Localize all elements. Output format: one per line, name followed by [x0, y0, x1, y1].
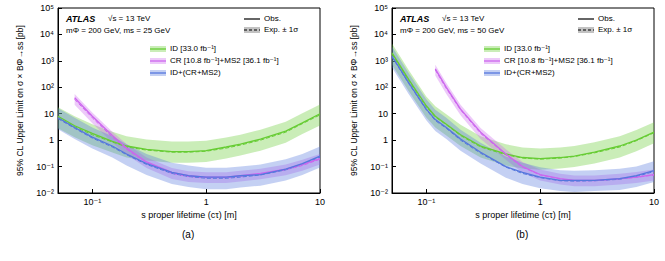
- svg-text:ID+(CR+MS2): ID+(CR+MS2): [504, 68, 555, 77]
- svg-text:10: 10: [378, 109, 388, 119]
- svg-text:10⁻¹: 10⁻¹: [417, 197, 435, 207]
- svg-text:ID [33.0 fb⁻¹]: ID [33.0 fb⁻¹]: [170, 44, 216, 53]
- svg-text:√s = 13 TeV: √s = 13 TeV: [108, 14, 151, 23]
- svg-text:10⁴: 10⁴: [374, 29, 388, 39]
- svg-text:ATLAS: ATLAS: [399, 14, 429, 24]
- svg-text:10: 10: [649, 197, 659, 207]
- svg-text:10⁵: 10⁵: [374, 3, 388, 13]
- svg-text:ID+(CR+MS2): ID+(CR+MS2): [170, 68, 221, 77]
- svg-text:√s = 13 TeV: √s = 13 TeV: [442, 14, 485, 23]
- svg-text:1: 1: [538, 197, 543, 207]
- svg-text:10⁻²: 10⁻²: [36, 188, 54, 198]
- svg-text:10⁻¹: 10⁻¹: [83, 197, 101, 207]
- svg-text:10³: 10³: [375, 56, 388, 66]
- svg-text:mΦ = 200 GeV, ms = 50 GeV: mΦ = 200 GeV, ms = 50 GeV: [400, 26, 505, 35]
- svg-text:(a): (a): [182, 229, 194, 240]
- svg-text:10⁴: 10⁴: [40, 29, 54, 39]
- svg-text:95% CL Upper Limit on σ × BΦ→s: 95% CL Upper Limit on σ × BΦ→ss [pb]: [15, 25, 25, 176]
- svg-text:1: 1: [383, 135, 388, 145]
- svg-text:10⁻¹: 10⁻¹: [36, 162, 54, 172]
- svg-text:ATLAS: ATLAS: [65, 14, 95, 24]
- svg-text:mΦ = 200 GeV, ms = 25 GeV: mΦ = 200 GeV, ms = 25 GeV: [66, 26, 171, 35]
- svg-text:10: 10: [44, 109, 54, 119]
- svg-text:CR [10.8 fb⁻¹]+MS2 [36.1 fb⁻¹]: CR [10.8 fb⁻¹]+MS2 [36.1 fb⁻¹]: [170, 56, 279, 65]
- svg-text:Obs.: Obs.: [598, 14, 615, 23]
- svg-text:(b): (b): [516, 229, 528, 240]
- svg-text:1: 1: [204, 197, 209, 207]
- svg-text:1: 1: [49, 135, 54, 145]
- svg-text:CR [10.8 fb⁻¹]+MS2 [36.1 fb⁻¹]: CR [10.8 fb⁻¹]+MS2 [36.1 fb⁻¹]: [504, 56, 613, 65]
- svg-text:Exp. ± 1σ: Exp. ± 1σ: [598, 25, 632, 34]
- svg-text:s proper lifetime (cτ) [m]: s proper lifetime (cτ) [m]: [475, 210, 571, 220]
- svg-text:Exp. ± 1σ: Exp. ± 1σ: [264, 25, 298, 34]
- svg-text:95% CL Upper Limit on σ × BΦ→s: 95% CL Upper Limit on σ × BΦ→ss [pb]: [349, 25, 359, 176]
- svg-text:10²: 10²: [375, 82, 388, 92]
- svg-text:10⁵: 10⁵: [40, 3, 54, 13]
- svg-text:Obs.: Obs.: [264, 14, 281, 23]
- svg-text:10: 10: [315, 197, 325, 207]
- svg-text:s proper lifetime (cτ) [m]: s proper lifetime (cτ) [m]: [141, 210, 237, 220]
- svg-text:10⁻¹: 10⁻¹: [370, 162, 388, 172]
- svg-text:10²: 10²: [41, 82, 54, 92]
- svg-text:10³: 10³: [41, 56, 54, 66]
- svg-text:10⁻²: 10⁻²: [370, 188, 388, 198]
- svg-text:ID [33.0 fb⁻¹]: ID [33.0 fb⁻¹]: [504, 44, 550, 53]
